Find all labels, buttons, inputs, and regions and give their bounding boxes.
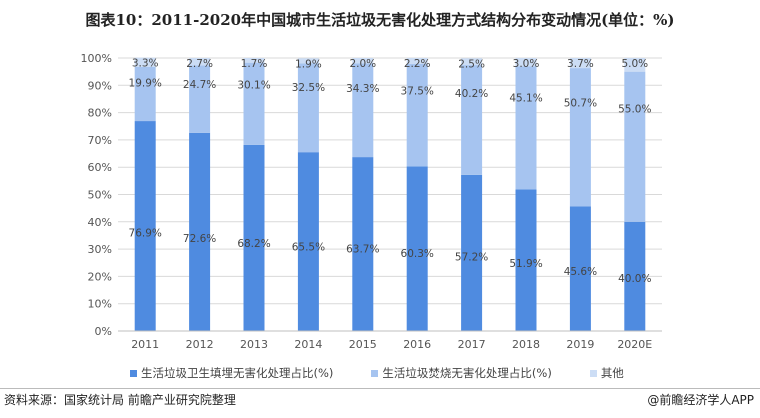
bar-segment xyxy=(352,157,374,331)
y-tick-label: 30% xyxy=(88,243,112,256)
data-label: 50.7% xyxy=(564,98,597,110)
data-label: 72.6% xyxy=(183,233,216,245)
bar-segment xyxy=(569,68,591,207)
data-label: 37.5% xyxy=(401,86,434,98)
data-label: 30.1% xyxy=(237,80,270,92)
data-label: 51.9% xyxy=(509,258,542,270)
bar-segment xyxy=(134,121,156,331)
legend-swatch xyxy=(589,369,597,377)
y-tick-label: 80% xyxy=(88,107,112,120)
bar-segment xyxy=(297,58,319,64)
bar-segment xyxy=(352,63,374,158)
data-label: 2.7% xyxy=(186,58,213,70)
y-tick-label: 70% xyxy=(88,134,112,147)
y-tick-label: 50% xyxy=(88,189,112,202)
data-label: 40.0% xyxy=(618,273,651,285)
bar-segment xyxy=(461,65,483,175)
x-tick-label: 2019 xyxy=(566,338,594,351)
credit: @前瞻经济学人APP xyxy=(647,393,754,407)
stacked-bar-chart: 0% 10% 20% 30% 40% 50% 60% 70% 80% 90% 100% 76.9% 19… xyxy=(81,52,662,351)
data-label: 40.2% xyxy=(455,88,488,100)
bar-segment xyxy=(297,63,319,153)
data-label: 24.7% xyxy=(183,79,216,91)
data-label: 57.2% xyxy=(455,252,488,264)
data-label: 3.0% xyxy=(513,58,540,70)
bar-segment xyxy=(134,66,156,122)
data-label: 19.9% xyxy=(129,78,162,90)
divider xyxy=(0,388,760,389)
x-tick-label: 2015 xyxy=(349,338,377,351)
data-label: 5.0% xyxy=(621,58,648,70)
bar-segment xyxy=(189,132,211,331)
bar-segment xyxy=(243,58,265,63)
data-label: 63.7% xyxy=(346,244,379,256)
y-tick-label: 90% xyxy=(88,79,112,92)
bar-segment xyxy=(515,189,537,331)
legend-swatch xyxy=(130,369,137,377)
bar-segment xyxy=(134,57,156,67)
data-label: 2.5% xyxy=(458,58,485,70)
data-label: 65.5% xyxy=(292,242,325,254)
data-label: 3.3% xyxy=(132,58,159,70)
bar-segment xyxy=(406,58,428,65)
x-tick-label: 2013 xyxy=(240,338,268,351)
bar-segment xyxy=(243,62,265,145)
legend: 生活垃圾卫生填埋无害化处理占比(%) 生活垃圾焚烧无害化处理占比(%) 其他 xyxy=(130,365,624,381)
bar-segment xyxy=(189,58,211,66)
x-tick-label: 2016 xyxy=(403,338,431,351)
x-tick-label: 2018 xyxy=(512,338,540,351)
data-label: 3.7% xyxy=(567,58,594,70)
x-tick-label: 2011 xyxy=(131,338,159,351)
y-tick-label: 40% xyxy=(88,216,112,229)
chart-title: 图表10：2011-2020年中国城市生活垃圾无害化处理方式结构分布变动情况(单… xyxy=(85,11,675,29)
data-label: 45.1% xyxy=(509,92,542,104)
x-tick-label: 2012 xyxy=(186,338,214,351)
legend-label: 生活垃圾卫生填埋无害化处理占比(%) xyxy=(141,366,334,380)
data-label: 76.9% xyxy=(129,228,162,240)
data-label: 60.3% xyxy=(401,248,434,260)
bar-segment xyxy=(515,58,537,67)
bar-segment xyxy=(624,58,646,72)
data-label: 34.3% xyxy=(346,83,379,95)
bar-segment xyxy=(461,174,483,331)
data-label: 2.2% xyxy=(404,58,431,70)
source-note: 资料来源：国家统计局 前瞻产业研究院整理 xyxy=(4,393,236,407)
data-label: 32.5% xyxy=(292,82,325,94)
bar-segment xyxy=(297,152,319,331)
data-label: 2.0% xyxy=(349,58,376,70)
legend-label: 生活垃圾焚烧无害化处理占比(%) xyxy=(382,366,552,380)
bar-segment xyxy=(352,58,374,64)
bar-segment xyxy=(189,65,211,133)
legend-item-landfill: 生活垃圾卫生填埋无害化处理占比(%) xyxy=(130,365,333,381)
y-tick-label: 0% xyxy=(95,325,112,338)
legend-item-other: 其他 xyxy=(589,365,624,381)
x-tick-label: 2020E xyxy=(617,338,652,351)
bar-segment xyxy=(406,166,428,331)
bar-segment xyxy=(243,144,265,331)
bar-segment xyxy=(624,221,646,331)
y-tick-label: 100% xyxy=(81,52,112,65)
legend-swatch xyxy=(371,369,379,377)
y-tick-label: 10% xyxy=(88,298,112,311)
data-label: 1.9% xyxy=(295,58,322,70)
x-tick-label: 2017 xyxy=(458,338,486,351)
y-tick-label: 20% xyxy=(88,270,112,283)
legend-item-incineration: 生活垃圾焚烧无害化处理占比(%) xyxy=(371,365,552,381)
bar-segment xyxy=(569,58,591,69)
bar-segment xyxy=(515,66,537,190)
bar-segment xyxy=(624,71,646,222)
y-tick-label: 60% xyxy=(88,161,112,174)
x-tick-label: 2014 xyxy=(294,338,322,351)
data-label: 1.7% xyxy=(241,58,268,70)
data-label: 68.2% xyxy=(237,238,270,250)
bar-segment xyxy=(569,206,591,331)
data-label: 55.0% xyxy=(618,104,651,116)
bar-segment xyxy=(461,58,483,66)
bar-segment xyxy=(406,64,428,167)
data-label: 45.6% xyxy=(564,266,597,278)
legend-label: 其他 xyxy=(600,366,624,380)
